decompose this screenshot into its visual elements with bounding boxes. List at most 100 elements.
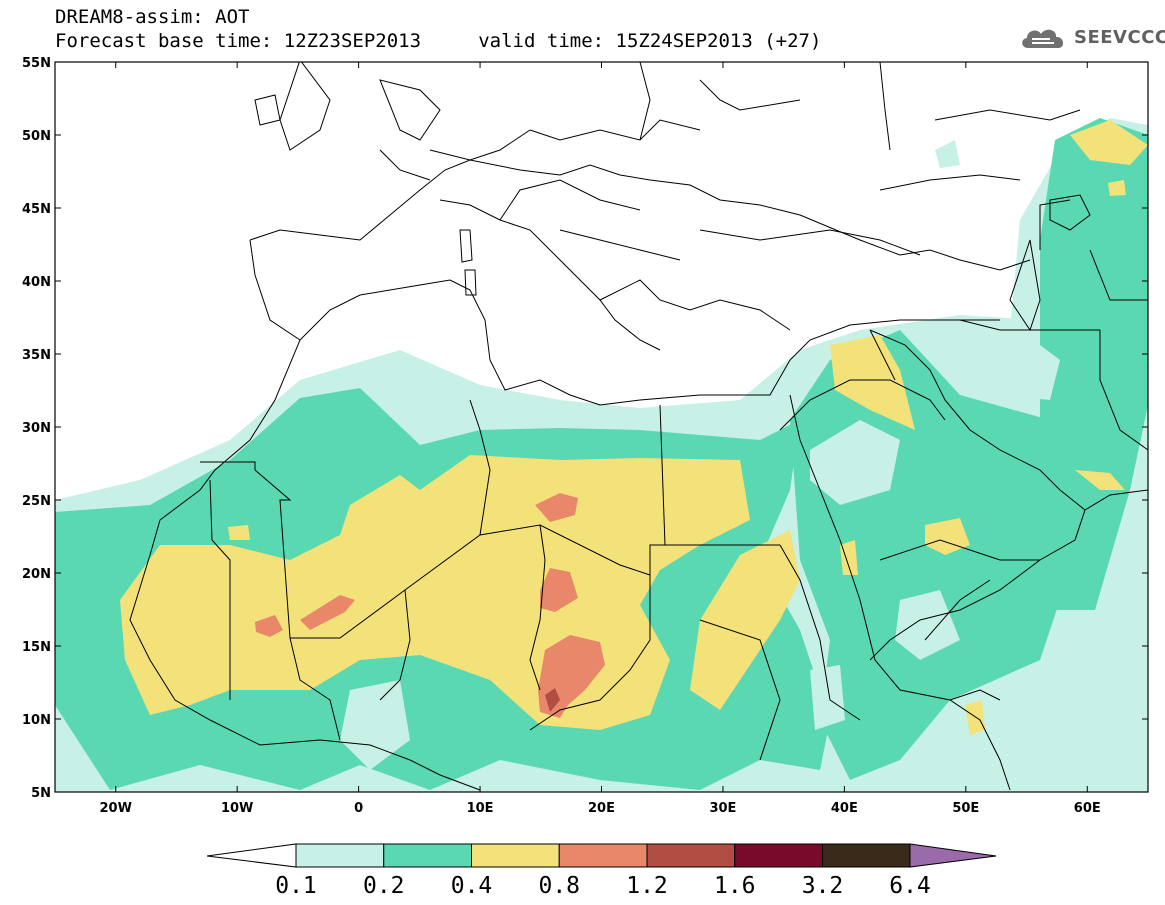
country-border bbox=[429, 129, 531, 161]
country-border bbox=[529, 575, 651, 731]
colorbar-segment bbox=[734, 843, 823, 868]
colorbar-segment bbox=[471, 843, 560, 868]
colorbar-segment bbox=[646, 843, 736, 868]
aot-field bbox=[55, 118, 1148, 792]
aot-contour-08 bbox=[540, 568, 578, 612]
colorbar-label: 3.2 bbox=[802, 873, 844, 899]
country-border bbox=[529, 119, 701, 141]
country-border bbox=[209, 479, 231, 700]
country-border bbox=[1099, 330, 1148, 451]
country-border bbox=[1039, 199, 1071, 250]
aot-contour-04 bbox=[690, 530, 800, 710]
country-border bbox=[499, 179, 641, 221]
country-border bbox=[1089, 249, 1148, 301]
colorbar-label: 0.1 bbox=[275, 873, 317, 899]
forecast-time-line: Forecast base time: 12Z23SEP2013 valid t… bbox=[55, 30, 822, 52]
coastline bbox=[464, 269, 477, 296]
colorbar-label: 1.2 bbox=[626, 873, 668, 899]
map-title: DREAM8-assim: AOT bbox=[55, 6, 250, 28]
colorbar-over-triangle bbox=[909, 843, 997, 868]
seevccc-logo: SEEVCCC bbox=[1018, 22, 1165, 52]
coastline bbox=[1084, 489, 1148, 511]
coastline bbox=[249, 159, 1031, 271]
aot-contour-01 bbox=[895, 590, 960, 660]
colorbar-segment bbox=[558, 843, 648, 868]
coastline bbox=[599, 279, 791, 331]
coastline bbox=[254, 94, 281, 126]
aot-contour-04 bbox=[1070, 120, 1148, 165]
lon-tick-label: 0 bbox=[354, 801, 363, 816]
aot-contour-12 bbox=[545, 688, 560, 712]
coastline bbox=[249, 239, 301, 341]
aot-contour-04 bbox=[228, 525, 250, 540]
country-border bbox=[469, 399, 491, 536]
coastline bbox=[379, 79, 441, 141]
colorbar-segment bbox=[383, 843, 472, 868]
lon-tick-label: 20W bbox=[100, 801, 132, 816]
aot-contour-04 bbox=[1108, 180, 1126, 196]
lon-tick-label: 20E bbox=[588, 801, 615, 816]
country-border bbox=[379, 149, 431, 181]
lon-tick-label: 50E bbox=[952, 801, 979, 816]
country-border bbox=[879, 539, 1040, 561]
colorbar-under-triangle bbox=[206, 843, 297, 868]
lat-tick-label: 10N bbox=[22, 713, 51, 728]
country-border bbox=[289, 637, 341, 741]
country-border bbox=[699, 619, 781, 761]
lon-tick-label: 10W bbox=[221, 801, 253, 816]
coastline bbox=[279, 62, 331, 151]
colorbar-segment bbox=[822, 843, 911, 868]
lon-tick-label: 60E bbox=[1074, 801, 1101, 816]
cloud-icon bbox=[1022, 29, 1064, 48]
country-border bbox=[924, 579, 991, 641]
lat-tick-label: 50N bbox=[22, 129, 51, 144]
aot-contour-08 bbox=[535, 493, 578, 522]
aot-contour-08 bbox=[255, 615, 283, 637]
aot-contour-01 bbox=[935, 140, 960, 168]
country-border bbox=[529, 524, 546, 691]
lat-tick-label: 55N bbox=[22, 56, 51, 71]
coastline bbox=[699, 229, 921, 256]
country-border bbox=[779, 544, 861, 721]
aot-contour-04 bbox=[840, 540, 858, 575]
colorbar: 0.1 0.2 0.4 0.8 1.2 1.6 3.2 6.4 bbox=[206, 843, 997, 899]
country-border bbox=[200, 461, 780, 639]
colorbar-label: 0.4 bbox=[451, 873, 493, 899]
coastline bbox=[869, 329, 1086, 661]
aot-contour-08 bbox=[300, 595, 355, 630]
country-border bbox=[659, 404, 666, 546]
coastline bbox=[789, 394, 1011, 791]
colorbar-label: 0.2 bbox=[363, 873, 405, 899]
longitude-axis: 20W 10W 0 10E 20E 30E 40E 50E 60E bbox=[100, 62, 1101, 816]
latitude-axis: 55N 50N 45N 40N 35N 30N 25N 20N 15N 10N 5N bbox=[22, 56, 1148, 801]
country-border bbox=[949, 689, 1001, 701]
lat-tick-label: 35N bbox=[22, 348, 51, 363]
colorbar-segment bbox=[295, 843, 385, 868]
lon-tick-label: 40E bbox=[831, 801, 858, 816]
country-border bbox=[879, 62, 891, 151]
country-border bbox=[699, 79, 801, 111]
coastline bbox=[129, 554, 481, 791]
aot-contour-01 bbox=[340, 680, 410, 770]
aot-contour-04 bbox=[965, 700, 985, 735]
logo-text: SEEVCCC bbox=[1074, 26, 1165, 48]
country-border bbox=[959, 319, 1100, 331]
lat-tick-label: 40N bbox=[22, 275, 51, 290]
lon-tick-label: 10E bbox=[467, 801, 494, 816]
lat-tick-label: 20N bbox=[22, 567, 51, 582]
colorbar-label: 0.8 bbox=[538, 873, 580, 899]
lon-tick-label: 30E bbox=[709, 801, 736, 816]
aot-contour-04 bbox=[830, 335, 915, 430]
coastline bbox=[1049, 194, 1091, 231]
lat-tick-label: 45N bbox=[22, 202, 51, 217]
country-border bbox=[779, 379, 946, 431]
colorbar-label: 1.6 bbox=[714, 873, 756, 899]
coastlines-and-borders bbox=[129, 62, 1148, 791]
country-border bbox=[639, 62, 651, 141]
colorbar-label: 6.4 bbox=[889, 873, 931, 899]
aot-contour-01 bbox=[960, 330, 1060, 400]
aot-contour-01 bbox=[810, 665, 845, 730]
aot-contour-04 bbox=[1075, 470, 1125, 490]
coastline bbox=[934, 109, 1081, 121]
coastline bbox=[439, 199, 661, 351]
